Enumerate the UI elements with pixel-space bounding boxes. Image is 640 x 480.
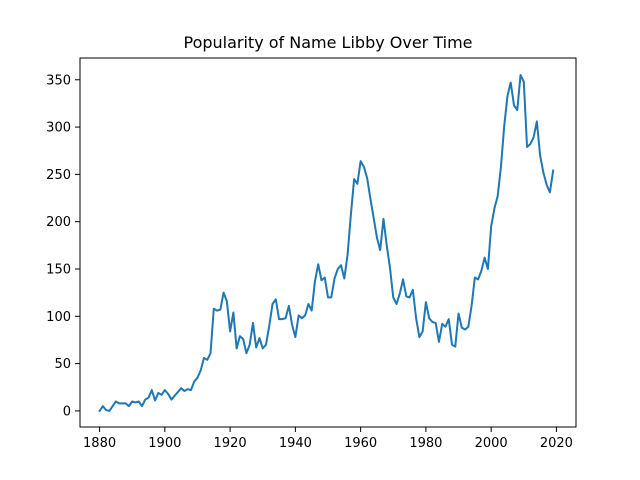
y-tick-label: 300 (46, 121, 71, 136)
x-tick-label: 1920 (214, 436, 247, 451)
y-tick-label: 200 (46, 215, 71, 230)
y-tick-label: 250 (46, 168, 71, 183)
x-tick-label: 1940 (279, 436, 312, 451)
chart-title: Popularity of Name Libby Over Time (183, 33, 472, 52)
plot-area (98, 74, 555, 413)
x-tick-label: 2020 (540, 436, 573, 451)
y-tick-label: 350 (46, 73, 71, 88)
x-tick-label: 2000 (475, 436, 508, 451)
y-tick-label: 0 (63, 404, 71, 419)
x-tick-label: 1900 (148, 436, 181, 451)
series-line-0 (98, 74, 555, 413)
y-axis: 0 50 100 150 200 250 300 350 (46, 73, 80, 419)
y-tick-label: 150 (46, 262, 71, 277)
x-tick-label: 1960 (344, 436, 377, 451)
y-tick-label: 100 (46, 310, 71, 325)
y-tick-label: 50 (54, 357, 71, 372)
x-tick-label: 1880 (83, 436, 116, 451)
x-tick-label: 1980 (409, 436, 442, 451)
x-axis: 1880 1900 1920 1940 1960 1980 2000 2020 (83, 427, 573, 451)
plot-frame (79, 57, 577, 428)
